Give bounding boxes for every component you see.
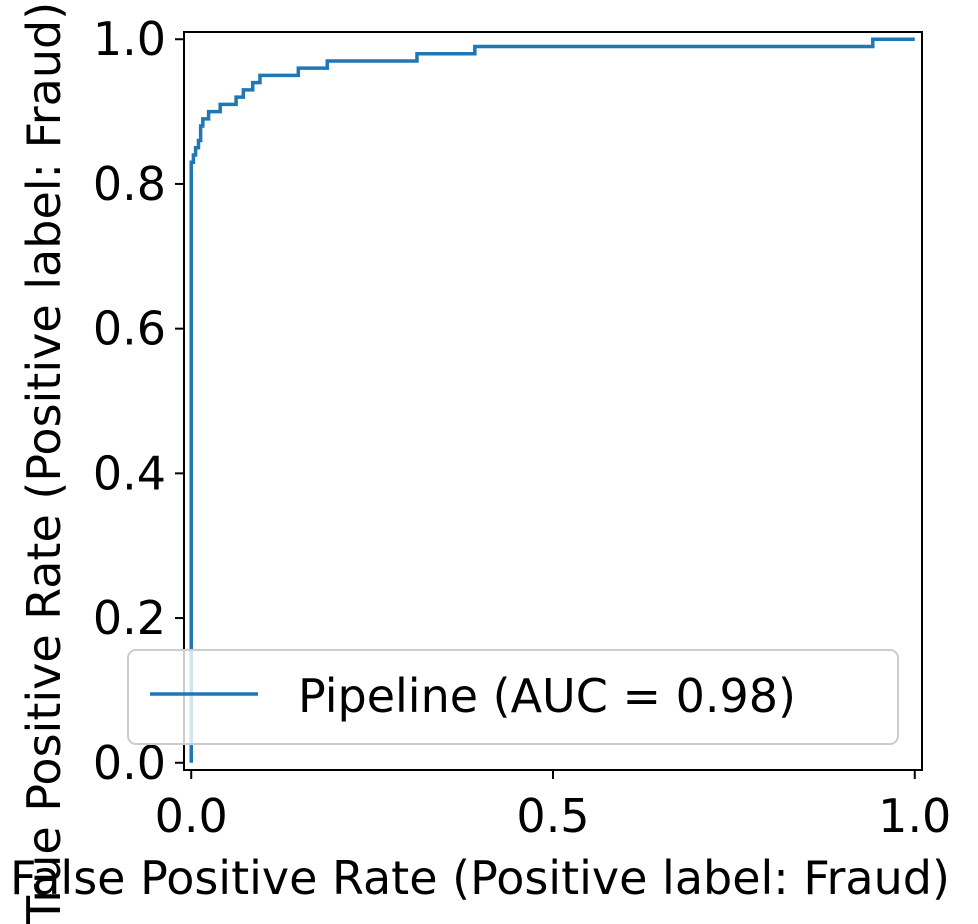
y-axis-label: True Positive Rate (Positive label: Frau… xyxy=(17,2,71,924)
y-tick-label: 0.4 xyxy=(93,446,166,500)
x-tick-label: 0.0 xyxy=(155,789,228,843)
roc-curve-line xyxy=(189,37,915,763)
y-tick-label: 0.6 xyxy=(93,302,166,356)
ticks-layer: 0.0 0.5 1.00.00.20.40.60.81.0 xyxy=(93,12,951,843)
x-axis-label: False Positive Rate (Positive label: Fra… xyxy=(10,851,950,905)
legend-box xyxy=(127,649,899,745)
y-tick-label: 1.0 xyxy=(93,12,166,66)
plot-area xyxy=(184,32,922,770)
y-tick-label: 0.2 xyxy=(93,591,166,645)
y-tick-label: 0.8 xyxy=(93,157,166,211)
x-tick-label: 1.0 xyxy=(878,789,951,843)
series-layer xyxy=(189,37,915,763)
legend: Pipeline (AUC = 0.98) xyxy=(127,649,899,745)
legend-label: Pipeline (AUC = 0.98) xyxy=(298,669,796,723)
x-tick-label: 0.5 xyxy=(516,789,589,843)
plot-frame xyxy=(183,31,923,771)
